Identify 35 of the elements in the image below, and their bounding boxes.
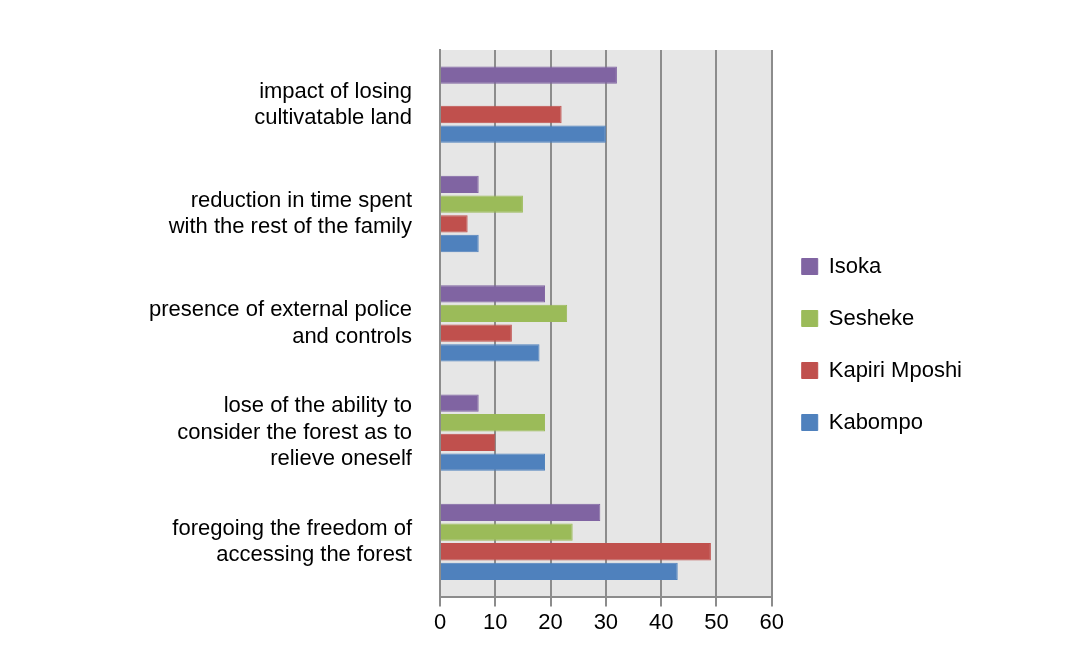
y-tick-label: foregoing the freedom of accessing the forest (172, 514, 413, 567)
legend-label: Sesheke (828, 304, 915, 330)
y-tick-label: reduction in time spent with the rest of the family (167, 186, 412, 239)
x-tick-label: 60 (759, 608, 784, 634)
y-tick-label: impact of losing cultivatable land (254, 77, 412, 129)
bar (441, 324, 512, 342)
x-tick-label: 50 (704, 608, 729, 634)
bar (441, 234, 479, 253)
bar (441, 453, 546, 471)
bar (441, 562, 678, 581)
bar (441, 66, 617, 84)
x-tick-label: 20 (538, 608, 563, 634)
x-tick-label: 40 (648, 608, 674, 634)
bar (441, 304, 568, 323)
bar (441, 285, 546, 303)
bar (441, 195, 523, 213)
bar (441, 105, 562, 124)
bar (441, 433, 496, 452)
bar (441, 543, 711, 561)
bar (441, 125, 606, 143)
bar (441, 394, 479, 412)
y-tick-label: lose of the ability to consider the forest as to relieve oneself (177, 392, 413, 471)
x-tick-label: 30 (593, 608, 619, 634)
x-tick-label: 10 (483, 608, 508, 634)
bar (441, 414, 546, 432)
bar (441, 503, 601, 522)
bar (441, 215, 468, 233)
legend-label: Kabompo (828, 408, 923, 434)
bar (441, 175, 479, 194)
legend-label: Isoka (828, 252, 883, 278)
bar (441, 523, 573, 541)
x-tick-label: 0 (433, 608, 447, 634)
bar (441, 344, 540, 362)
legend-label: Kapiri Mposhi (828, 356, 962, 382)
y-tick-label: presence of external police and controls (149, 296, 412, 348)
